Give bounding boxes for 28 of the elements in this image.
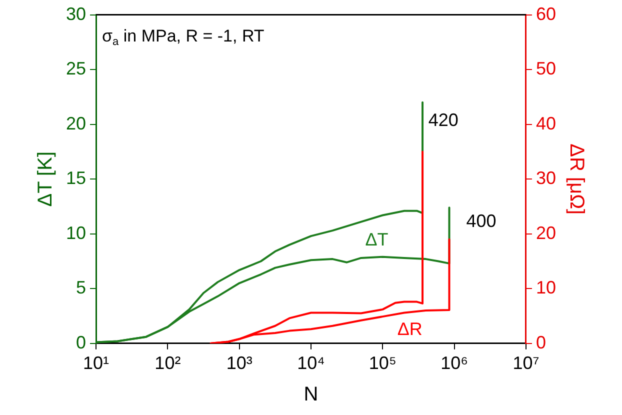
- y-axis-title: ΔT [K]: [34, 151, 57, 207]
- y2-axis-title: ΔR [μΩ]: [565, 144, 588, 215]
- y2-tick-label: 10: [536, 278, 556, 298]
- y-tick-label: 15: [66, 168, 86, 188]
- x-tick-label: 10¹: [83, 353, 110, 374]
- y2-tick-label: 30: [536, 168, 556, 188]
- y-tick-label: 5: [76, 278, 86, 298]
- x-tick-label: 10⁵: [368, 353, 396, 374]
- x-tick-label: 10⁴: [297, 353, 325, 374]
- y2-tick-label: 40: [536, 113, 556, 134]
- x-axis-title: N: [304, 384, 318, 406]
- y2-tick-label: 50: [536, 58, 556, 79]
- annotation: ΔT: [365, 230, 388, 250]
- x-tick-label: 10²: [154, 353, 181, 374]
- y-tick-label: 25: [66, 58, 86, 79]
- y-tick-label: 10: [66, 222, 86, 243]
- y-tick-label: 30: [66, 4, 86, 24]
- y-tick-label: 20: [66, 113, 86, 134]
- x-tick-label: 10⁷: [512, 353, 540, 374]
- annotation: ΔR: [397, 319, 422, 340]
- y2-tick-label: 60: [536, 4, 556, 24]
- annotation: 400: [466, 210, 496, 231]
- y2-tick-label: 0: [536, 332, 546, 352]
- y-tick-label: 0: [76, 332, 86, 352]
- x-tick-label: 10³: [226, 353, 252, 374]
- annotation: 420: [428, 110, 458, 130]
- x-tick-label: 10⁶: [440, 353, 468, 374]
- y2-tick-label: 20: [536, 222, 556, 243]
